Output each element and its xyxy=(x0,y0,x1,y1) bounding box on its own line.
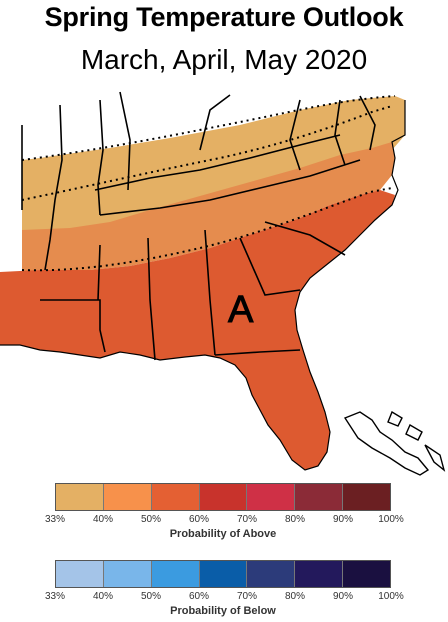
legend-above-bar xyxy=(55,483,391,511)
legend-above-tick-label: 100% xyxy=(378,514,404,525)
legend-below-swatch xyxy=(103,561,152,587)
outlook-map: A xyxy=(0,90,446,476)
legend-below-swatch xyxy=(343,561,391,587)
band-above-50-60 xyxy=(0,190,395,470)
band-above-40-50 xyxy=(22,142,395,272)
legend-below-caption: Probability of Below xyxy=(170,605,276,617)
legend-below-bar xyxy=(55,560,391,588)
region-label-above: A xyxy=(228,289,254,331)
state-borders xyxy=(21,91,376,361)
legend-below-swatch xyxy=(199,561,248,587)
legend-above-tick-label: 33% xyxy=(44,514,66,525)
legend-above: 33% 40% 50% 60% 70% 80% 90% 100% Probability of… xyxy=(45,483,404,540)
coastline xyxy=(0,100,406,471)
legend-above-tick-label: 80% xyxy=(284,514,306,525)
legend-above-caption: Probability of Above xyxy=(169,528,277,540)
legend-above-swatch xyxy=(343,484,391,510)
legend-below-tick-label: 100% xyxy=(378,591,404,602)
legend-below-tick-label: 50% xyxy=(140,591,162,602)
legend-above-tick-label: 70% xyxy=(236,514,258,525)
legend-above-tick-label: 40% xyxy=(92,514,114,525)
legend-below-swatch xyxy=(151,561,200,587)
legend-above-ticks: 33% 40% 50% 60% 70% 80% 90% 100% xyxy=(45,514,404,528)
legend-below-tick-label: 80% xyxy=(284,591,306,602)
legend-above-swatch xyxy=(151,484,200,510)
legend-above-tick-label: 50% xyxy=(140,514,162,525)
legend-above-swatch xyxy=(56,484,104,510)
legend-above-tick-label: 60% xyxy=(188,514,210,525)
map-title: Spring Temperature Outlook xyxy=(44,2,404,32)
contour-40b xyxy=(21,95,396,161)
legend-below-tick-label: 70% xyxy=(236,591,258,602)
legend-above-swatch xyxy=(199,484,248,510)
legend-above-swatch xyxy=(295,484,344,510)
legend-below-swatch xyxy=(295,561,344,587)
legend-below-tick-label: 33% xyxy=(44,591,66,602)
legend-below-swatch xyxy=(247,561,296,587)
legend-below-ticks: 33% 40% 50% 60% 70% 80% 90% 100% xyxy=(45,591,404,605)
map-subtitle: March, April, May 2020 xyxy=(80,44,368,75)
legend-below: 33% 40% 50% 60% 70% 80% 90% 100% Probability of… xyxy=(45,560,404,617)
islands xyxy=(343,410,446,476)
legend-below-swatch xyxy=(56,561,104,587)
legend-above-swatch xyxy=(103,484,152,510)
legend-below-tick-label: 60% xyxy=(188,591,210,602)
legend-below-tick-label: 90% xyxy=(332,591,354,602)
legend-above-swatch xyxy=(247,484,296,510)
legend-below-tick-label: 40% xyxy=(92,591,114,602)
legend-above-tick-label: 90% xyxy=(332,514,354,525)
band-above-33-40 xyxy=(22,96,405,240)
